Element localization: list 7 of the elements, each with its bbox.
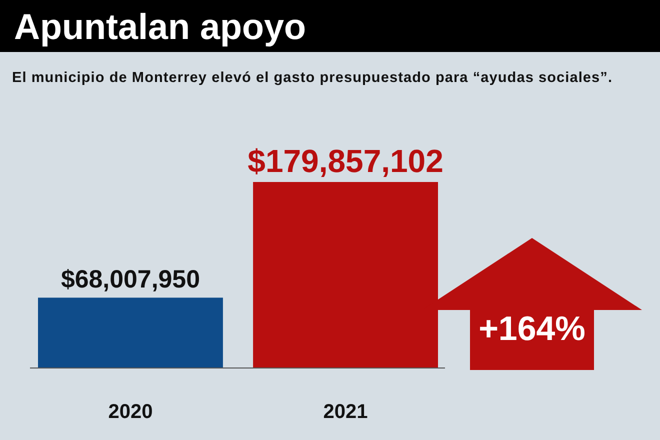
x-tick-label: 2021 (323, 401, 368, 423)
chart-title: Apuntalan apoyo (14, 6, 306, 47)
data-label: $68,007,950 (60, 266, 200, 294)
chart-subtitle: El municipio de Monterrey elevó el gasto presupuestado para “ayudas sociales”. (12, 70, 612, 86)
text: +164% (478, 310, 586, 348)
data-label: $179,857,102 (248, 143, 444, 179)
x-tick-label: 2020 (108, 401, 153, 423)
